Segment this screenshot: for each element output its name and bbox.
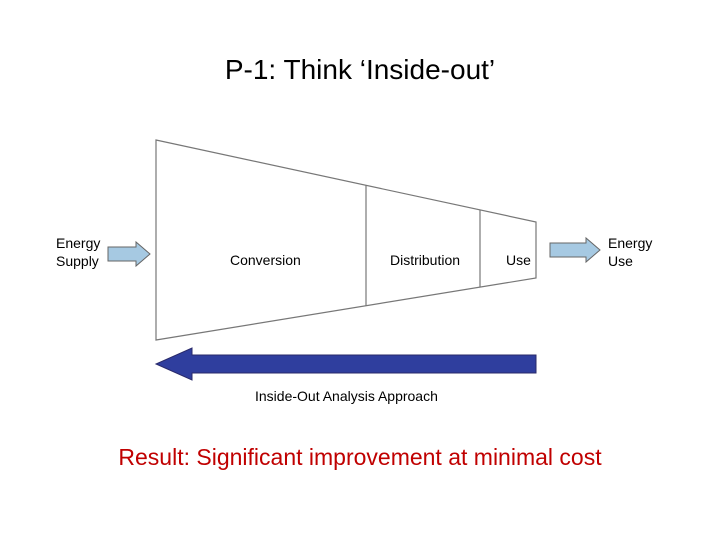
analysis-approach-caption: Inside-Out Analysis Approach <box>255 388 438 406</box>
label-energy-supply: Energy Supply <box>56 235 100 270</box>
arrow-energy-supply <box>108 242 150 266</box>
label-use: Use <box>506 252 531 270</box>
arrow-energy-use <box>550 238 600 262</box>
result-text: Result: Significant improvement at minim… <box>0 444 720 471</box>
label-conversion: Conversion <box>230 252 301 270</box>
slide: P-1: Think ‘Inside-out’ Energy Supply Co… <box>0 0 720 540</box>
label-distribution: Distribution <box>390 252 460 270</box>
label-energy-use: Energy Use <box>608 235 652 270</box>
arrow-analysis-approach <box>156 348 536 380</box>
funnel-outline <box>156 140 536 340</box>
